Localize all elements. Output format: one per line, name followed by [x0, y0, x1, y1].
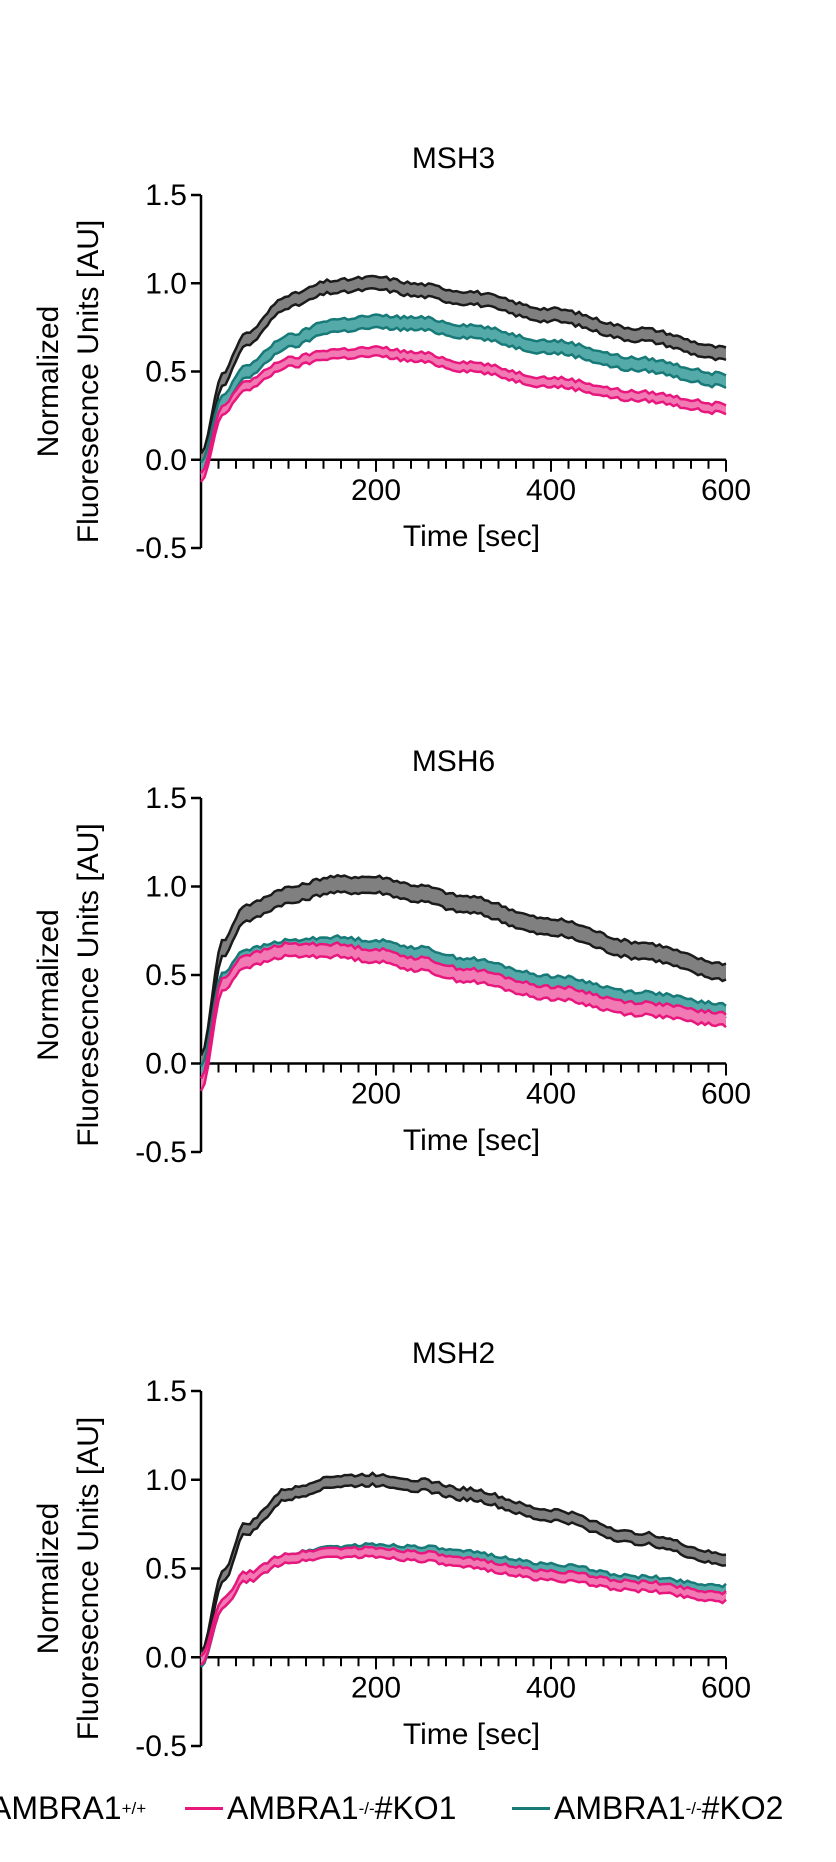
x-tick-label: 200 [351, 474, 401, 507]
y-tick-label: 0.0 [145, 1048, 187, 1081]
y-tick-label: 0.0 [145, 444, 187, 477]
series-lower-wt [199, 889, 727, 1073]
y-axis-title-line2: Fluoresecnce Units [AU] [72, 1417, 105, 1740]
series-lower-ko1 [200, 353, 727, 483]
x-axis-title: Time [sec] [403, 520, 540, 553]
y-axis-title-line1: Normalized [32, 1503, 65, 1655]
series-upper-wt [199, 274, 727, 455]
legend-item-wt: AMBRA1 +/+ [0, 1790, 146, 1827]
series-upper-wt [199, 1471, 727, 1653]
legend-label-wt: AMBRA1 [0, 1790, 122, 1826]
x-tick-label: 600 [701, 1671, 751, 1704]
series-lower-wt [199, 287, 727, 467]
x-tick-label: 600 [701, 474, 751, 507]
y-tick-label: 1.5 [145, 179, 187, 212]
legend-item-ko1: AMBRA1 -/- #KO1 [185, 1790, 456, 1827]
series-lower-ko1 [199, 953, 727, 1092]
x-axis-title: Time [sec] [403, 1124, 540, 1157]
y-tick-label: 0.5 [145, 1553, 187, 1586]
legend-label-ko2: AMBRA1 [554, 1790, 686, 1826]
series-upper-ko1 [200, 345, 727, 474]
x-tick-label: 200 [351, 1078, 401, 1111]
y-tick-label: 0.5 [145, 356, 187, 389]
y-tick-label: 1.0 [145, 871, 187, 904]
x-tick-label: 400 [526, 474, 576, 507]
y-axis-title-line2: Fluoresecnce Units [AU] [72, 823, 105, 1146]
x-axis-title: Time [sec] [403, 1718, 540, 1751]
series-lower-ko1 [200, 1554, 727, 1667]
series-band-ko2 [201, 314, 726, 475]
legend-suffix-ko1: #KO1 [374, 1790, 457, 1826]
y-axis-title-line2: Fluoresecnce Units [AU] [72, 220, 105, 543]
legend-item-ko2: AMBRA1 -/- #KO2 [512, 1790, 783, 1827]
y-tick-label: 1.0 [145, 1464, 187, 1497]
series-upper-ko2 [200, 313, 727, 464]
x-tick-label: 200 [351, 1671, 401, 1704]
series-lower-ko2 [200, 325, 727, 476]
series-band-wt [201, 276, 726, 466]
chart-panel-msh3: MSH3 -0.5 0.0 0.5 1.0 1.5 200 400 600 Time [sec] N… [32, 142, 751, 565]
legend-label-ko1: AMBRA1 [227, 1790, 359, 1826]
y-tick-label: 0.5 [145, 959, 187, 992]
chart-title: MSH6 [412, 745, 495, 778]
y-tick-label: 1.5 [145, 1375, 187, 1408]
y-tick-label: -0.5 [135, 1730, 187, 1763]
figure-canvas: MSH3 -0.5 0.0 0.5 1.0 1.5 200 400 600 Time [sec] N… [32, 142, 751, 1763]
x-tick-label: 600 [701, 1078, 751, 1111]
series-lower-wt [199, 1481, 727, 1664]
x-tick-label: 400 [526, 1078, 576, 1111]
y-tick-label: -0.5 [135, 532, 187, 565]
chart-title: MSH2 [412, 1337, 495, 1370]
series-lower-ko2 [200, 1550, 727, 1668]
y-tick-label: 1.0 [145, 267, 187, 300]
chart-panel-msh6: MSH6 -0.5 0.0 0.5 1.0 1.5 200 400 600 Time [sec] N… [32, 745, 751, 1169]
series-upper-wt [199, 873, 727, 1057]
y-tick-label: 1.5 [145, 782, 187, 815]
chart-panel-msh2: MSH2 -0.5 0.0 0.5 1.0 1.5 200 400 600 Time [sec] N… [32, 1337, 751, 1763]
series-band-ko1 [201, 942, 726, 1091]
series-upper-ko1 [199, 941, 727, 1080]
series-band-ko2 [201, 935, 726, 1079]
legend: AMBRA1 +/+ AMBRA1 -/- #KO1 AMBRA1 -/- #KO2 [0, 1790, 836, 1838]
y-tick-label: 0.0 [145, 1641, 187, 1674]
legend-suffix-ko2: #KO2 [701, 1790, 784, 1826]
y-axis-title-line1: Normalized [32, 306, 65, 458]
chart-title: MSH3 [412, 142, 495, 175]
series-band-ko1 [201, 1546, 726, 1666]
legend-sup-ko1: -/- [358, 1798, 375, 1818]
series-upper-ko1 [200, 1545, 727, 1658]
legend-sup-ko2: -/- [685, 1798, 702, 1818]
y-axis-title-line1: Normalized [32, 909, 65, 1061]
legend-sup-wt: +/+ [121, 1798, 147, 1818]
series-band-ko2 [201, 1543, 726, 1667]
legend-swatch-ko1 [185, 1807, 223, 1810]
y-tick-label: -0.5 [135, 1136, 187, 1169]
series-upper-ko2 [199, 933, 727, 1067]
x-tick-label: 400 [526, 1671, 576, 1704]
legend-swatch-ko2 [512, 1807, 550, 1810]
